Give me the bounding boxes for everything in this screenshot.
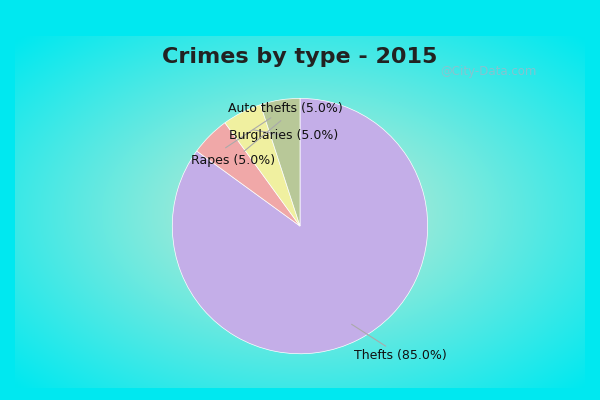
Text: Rapes (5.0%): Rapes (5.0%) bbox=[191, 121, 281, 167]
Wedge shape bbox=[260, 98, 300, 226]
Text: Thefts (85.0%): Thefts (85.0%) bbox=[352, 324, 446, 362]
Wedge shape bbox=[225, 105, 300, 226]
Text: Crimes by type - 2015: Crimes by type - 2015 bbox=[163, 46, 437, 66]
Wedge shape bbox=[197, 123, 300, 226]
Wedge shape bbox=[172, 98, 428, 354]
Text: Auto thefts (5.0%): Auto thefts (5.0%) bbox=[226, 102, 342, 148]
Text: @City-Data.com: @City-Data.com bbox=[440, 65, 536, 78]
Text: Burglaries (5.0%): Burglaries (5.0%) bbox=[229, 129, 338, 142]
